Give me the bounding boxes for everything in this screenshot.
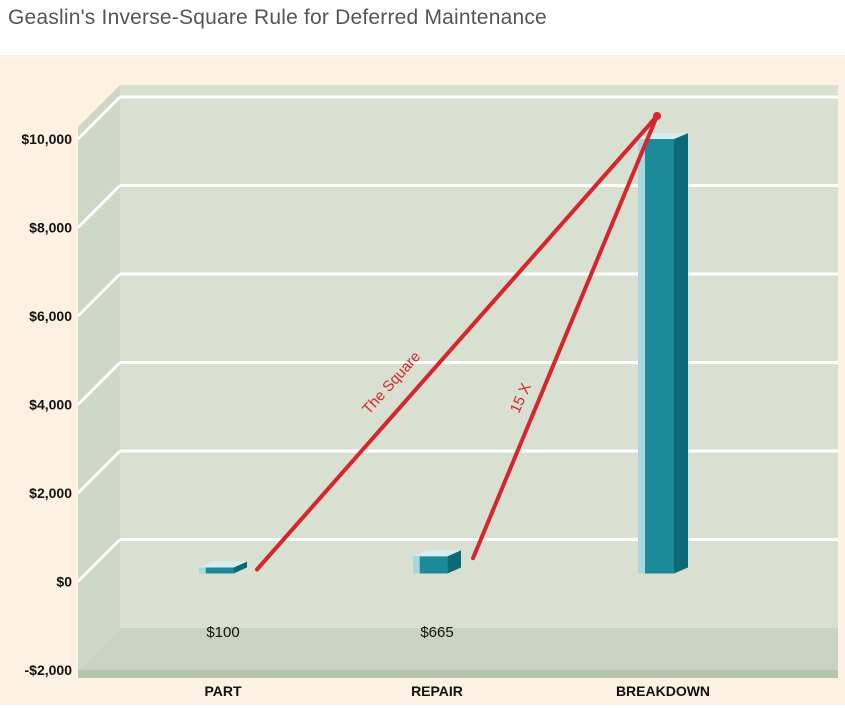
y-tick-label: $8,000: [29, 220, 72, 236]
annotation-line: [471, 114, 659, 561]
x-tick-label: PART: [204, 683, 242, 699]
bar: [199, 567, 234, 574]
bar-top: [199, 561, 247, 568]
x-tick-label: REPAIR: [411, 683, 463, 699]
y-tick-label: $10,000: [21, 131, 72, 147]
bar-highlight: [199, 567, 206, 574]
chart-floor-edge: [78, 670, 838, 678]
bar: [413, 556, 448, 574]
gridline-side: [76, 95, 122, 141]
chart-side-wall: [78, 85, 120, 670]
bar-top: [413, 550, 461, 557]
bar-side: [447, 550, 461, 574]
y-tick-label: $6,000: [29, 308, 72, 324]
gridline-side: [76, 361, 122, 406]
chart-floor: [78, 628, 838, 670]
bar-highlight: [638, 139, 645, 574]
y-tick-label: -$2,000: [25, 662, 73, 678]
y-tick-label: $2,000: [29, 485, 72, 501]
bar-highlight: [413, 556, 420, 574]
chart-title: Geaslin's Inverse-Square Rule for Deferr…: [8, 6, 547, 29]
annotation-line: [255, 114, 659, 572]
annotation-apex: [653, 112, 661, 120]
x-tick-label: BREAKDOWN: [616, 683, 710, 699]
y-tick-label: $0: [56, 574, 72, 590]
bar-side: [674, 133, 688, 574]
data-label: $665: [420, 624, 453, 641]
chart-back-wall: [120, 85, 838, 628]
bar-side: [233, 561, 247, 574]
data-label: $100: [206, 624, 239, 641]
gridline-side: [76, 538, 122, 583]
gridline-side: [76, 272, 122, 318]
gridline-side: [76, 184, 122, 229]
y-tick-label: $4,000: [29, 397, 72, 413]
gridline-side: [76, 449, 122, 495]
